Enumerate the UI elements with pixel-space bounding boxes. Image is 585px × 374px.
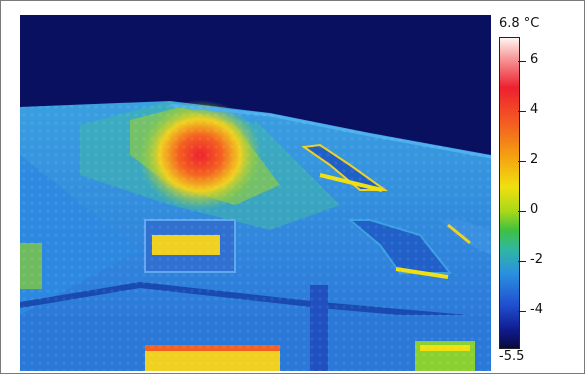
thermal-image bbox=[20, 15, 491, 371]
colorbar-max-label: 6.8 °C bbox=[499, 16, 540, 31]
colorbar-tick bbox=[518, 161, 526, 162]
colorbar-tick bbox=[518, 211, 526, 212]
colorbar-min-label: -5.5 bbox=[499, 349, 525, 364]
colorbar-tick-label: -4 bbox=[530, 302, 543, 317]
colorbar-tick-label: -2 bbox=[530, 252, 543, 267]
colorbar-tick bbox=[518, 311, 526, 312]
colorbar-tick bbox=[518, 61, 526, 62]
colorbar-tick-label: 0 bbox=[530, 202, 539, 217]
colorbar-tick-label: 6 bbox=[530, 52, 539, 67]
colorbar-tick-label: 4 bbox=[530, 102, 539, 117]
colorbar-tick bbox=[518, 111, 526, 112]
colorbar-tick-label: 2 bbox=[530, 152, 539, 167]
colorbar-tick bbox=[518, 261, 526, 262]
temperature-colorbar bbox=[499, 37, 520, 349]
thermal-roof-scene bbox=[20, 15, 491, 371]
